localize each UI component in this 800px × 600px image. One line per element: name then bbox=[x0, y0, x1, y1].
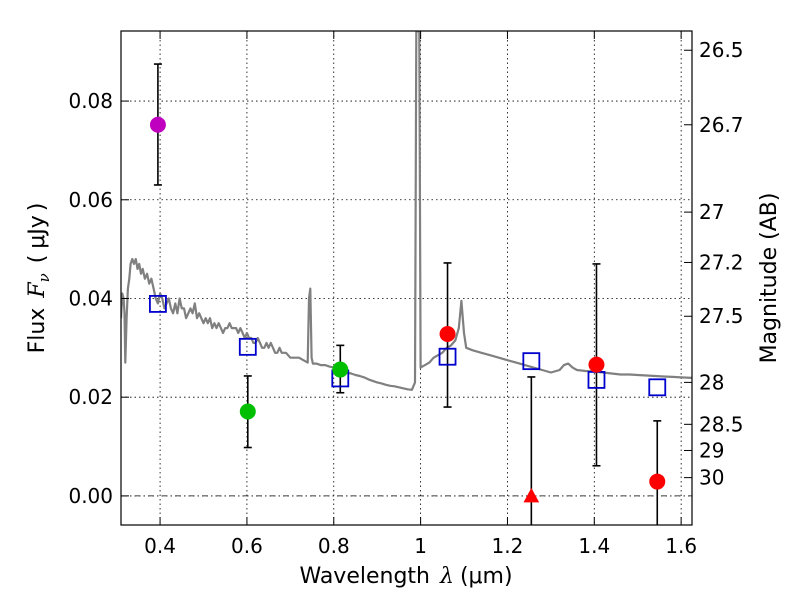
x-tick-label: 0.6 bbox=[231, 534, 263, 558]
x-axis-title: Wavelength λ (μm) bbox=[299, 564, 512, 589]
plot-frame bbox=[120, 30, 693, 526]
y2-axis-title: Magnitude (AB) bbox=[757, 193, 782, 364]
y-axis-title: FluxFν(μJy) bbox=[25, 203, 53, 354]
model-photometry-square bbox=[438, 347, 457, 366]
y-tick-label: 0.00 bbox=[68, 484, 113, 508]
y2-tick-label: 27.2 bbox=[699, 250, 744, 274]
x-tick-label: 0.8 bbox=[318, 534, 350, 558]
x-tick-label: 1.2 bbox=[492, 534, 524, 558]
y2-tick-label: 27.5 bbox=[699, 304, 744, 328]
observed-flux-point bbox=[588, 356, 605, 373]
model-photometry-square bbox=[648, 378, 667, 397]
x-axis-ticks: 0.4 0.6 0.8 1 1.2 1.4 1.6 bbox=[144, 31, 697, 558]
model-sed-line bbox=[121, 31, 692, 391]
x-tick-label: 0.4 bbox=[144, 534, 176, 558]
y-axis-ticks: 0.00 0.02 0.04 0.06 0.08 bbox=[68, 89, 129, 508]
observed-flux-point bbox=[439, 326, 456, 343]
x-tick-label: 1.6 bbox=[665, 534, 697, 558]
model-sed-group bbox=[121, 31, 692, 391]
y2-tick-label: 30 bbox=[699, 466, 724, 490]
x-tick-label: 1.4 bbox=[578, 534, 610, 558]
y2-tick-label: 29 bbox=[699, 438, 724, 462]
y-tick-label: 0.08 bbox=[68, 89, 113, 113]
upper-limit-markers bbox=[523, 487, 540, 503]
observed-flux-point bbox=[332, 361, 349, 378]
observed-flux-point bbox=[239, 403, 256, 420]
y2-tick-label: 27 bbox=[699, 200, 724, 224]
observed-flux-point bbox=[649, 473, 666, 490]
observed-flux-point bbox=[149, 116, 166, 133]
y2-tick-label: 28.5 bbox=[699, 412, 744, 436]
model-photometry-square bbox=[238, 337, 257, 356]
upper-limit-triangle bbox=[523, 487, 540, 503]
y2-axis-ticks: 26.5 26.7 27 27.2 27.5 28 28.529 30 bbox=[684, 38, 744, 490]
y2-tick-label: 26.5 bbox=[699, 38, 744, 62]
x-tick-label: 1 bbox=[414, 534, 427, 558]
y-tick-label: 0.04 bbox=[68, 286, 113, 310]
model-photometry-square bbox=[522, 352, 541, 371]
y2-tick-label: 28 bbox=[699, 370, 724, 394]
y-tick-label: 0.06 bbox=[68, 188, 113, 212]
observed-flux-markers bbox=[149, 116, 666, 490]
model-photometry-square bbox=[149, 295, 167, 313]
y2-tick-label: 26.7 bbox=[699, 113, 744, 137]
y-tick-label: 0.02 bbox=[68, 385, 113, 409]
